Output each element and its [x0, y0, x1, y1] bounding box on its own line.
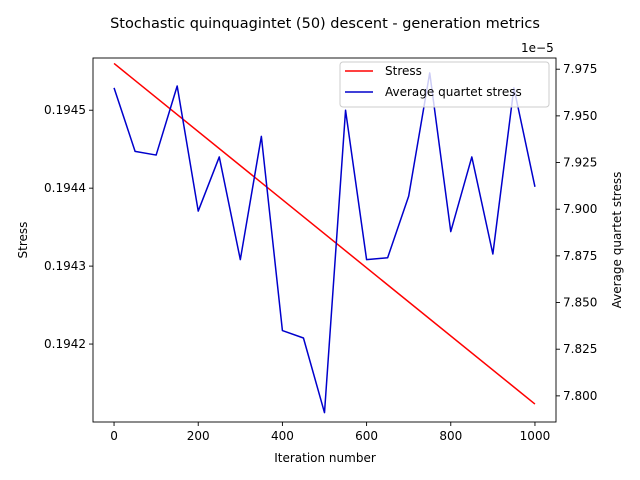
plot-area [113, 62, 536, 414]
x-tick-label: 1000 [520, 429, 551, 443]
right-tick-label: 7.800 [563, 389, 597, 403]
data-point-average-quartet-stress [260, 135, 262, 137]
series-line-average-quartet-stress [113, 72, 536, 414]
data-point-average-quartet-stress [323, 411, 325, 413]
left-tick-label: 0.1943 [44, 259, 86, 273]
left-tick-label: 0.1942 [44, 337, 86, 351]
x-axis-label: Iteration number [274, 451, 376, 465]
data-point-average-quartet-stress [197, 210, 199, 212]
chart-title: Stochastic quinquagintet (50) descent - … [110, 16, 540, 32]
right-axis-offset-text: 1e−5 [521, 41, 554, 55]
right-tick-label: 7.900 [563, 202, 597, 216]
legend-box [339, 61, 550, 108]
data-point-stress [113, 62, 115, 64]
left-tick-label: 0.1945 [44, 103, 86, 117]
right-tick-label: 7.850 [563, 296, 597, 310]
right-tick-label: 7.975 [563, 62, 597, 76]
data-point-average-quartet-stress [239, 258, 241, 260]
data-point-average-quartet-stress [134, 150, 136, 152]
legend: Stress Average quartet stress [339, 61, 550, 108]
data-point-average-quartet-stress [155, 154, 157, 156]
data-point-average-quartet-stress [534, 186, 536, 188]
data-point-average-quartet-stress [386, 257, 388, 259]
data-point-average-quartet-stress [471, 156, 473, 158]
right-tick-label: 7.950 [563, 109, 597, 123]
x-tick-label: 200 [187, 429, 210, 443]
legend-label-average-quartet-stress: Average quartet stress [385, 85, 522, 99]
data-point-average-quartet-stress [281, 329, 283, 331]
data-point-average-quartet-stress [113, 87, 115, 89]
right-tick-label: 7.925 [563, 156, 597, 170]
left-axis: 0.1942 0.1943 0.1944 0.1945 [44, 103, 93, 351]
plot-frame [92, 57, 557, 423]
data-point-average-quartet-stress [492, 253, 494, 255]
right-tick-label: 7.875 [563, 249, 597, 263]
series-line-stress [113, 62, 536, 405]
data-point-average-quartet-stress [344, 109, 346, 111]
data-point-average-quartet-stress [176, 85, 178, 87]
right-axis: 7.800 7.825 7.850 7.875 7.900 7.925 7.950 7.975 [556, 62, 597, 403]
left-tick-label: 0.1944 [44, 181, 86, 195]
x-axis: 0 200 400 600 800 1000 [110, 422, 550, 443]
data-point-average-quartet-stress [450, 230, 452, 232]
data-point-average-quartet-stress [218, 156, 220, 158]
right-tick-label: 7.825 [563, 342, 597, 356]
data-point-average-quartet-stress [365, 258, 367, 260]
data-point-average-quartet-stress [407, 195, 409, 197]
right-axis-label: Average quartet stress [610, 172, 624, 309]
data-point-stress [534, 403, 536, 405]
x-tick-label: 0 [110, 429, 118, 443]
left-axis-label: Stress [16, 222, 30, 259]
x-tick-label: 800 [439, 429, 462, 443]
x-tick-label: 400 [271, 429, 294, 443]
legend-label-stress: Stress [385, 64, 422, 78]
x-tick-label: 600 [355, 429, 378, 443]
data-point-average-quartet-stress [302, 337, 304, 339]
